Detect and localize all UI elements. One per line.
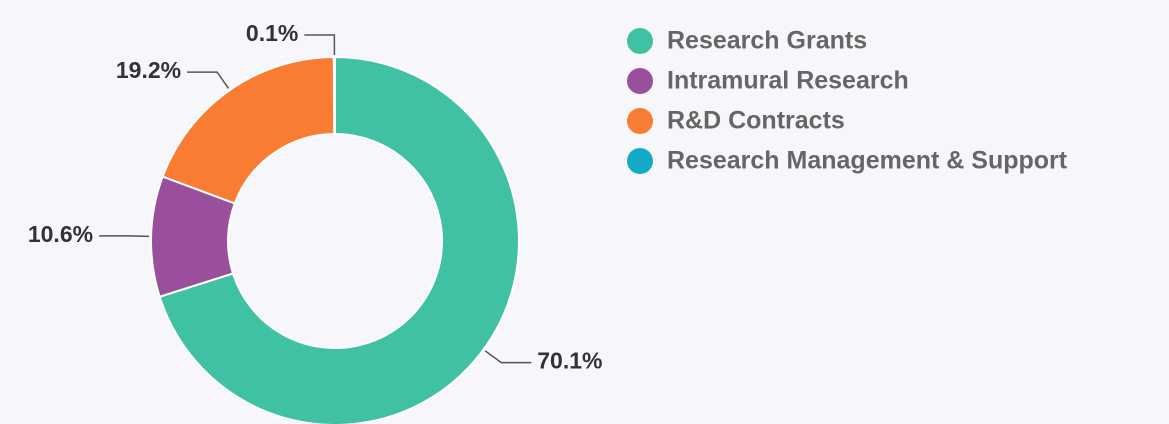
data-label: 19.2%: [116, 57, 181, 83]
legend-label: R&D Contracts: [667, 107, 845, 135]
leader-line: [484, 350, 532, 364]
data-label: 70.1%: [537, 348, 602, 374]
leader-line: [187, 71, 230, 89]
data-label: 0.1%: [246, 20, 298, 46]
legend-swatch: [627, 108, 653, 134]
legend-label: Intramural Research: [667, 67, 909, 95]
donut-slice: [158, 55, 520, 424]
donut-slice: [332, 55, 336, 136]
leader-line: [304, 34, 336, 56]
data-label: 10.6%: [28, 221, 93, 247]
legend-swatch: [627, 68, 653, 94]
legend-swatch: [627, 148, 653, 174]
legend-label: Research Management & Support: [667, 147, 1068, 175]
leader-line: [99, 235, 150, 238]
donut-slice: [161, 55, 336, 205]
legend-label: Research Grants: [667, 27, 867, 55]
legend-swatch: [627, 28, 653, 54]
